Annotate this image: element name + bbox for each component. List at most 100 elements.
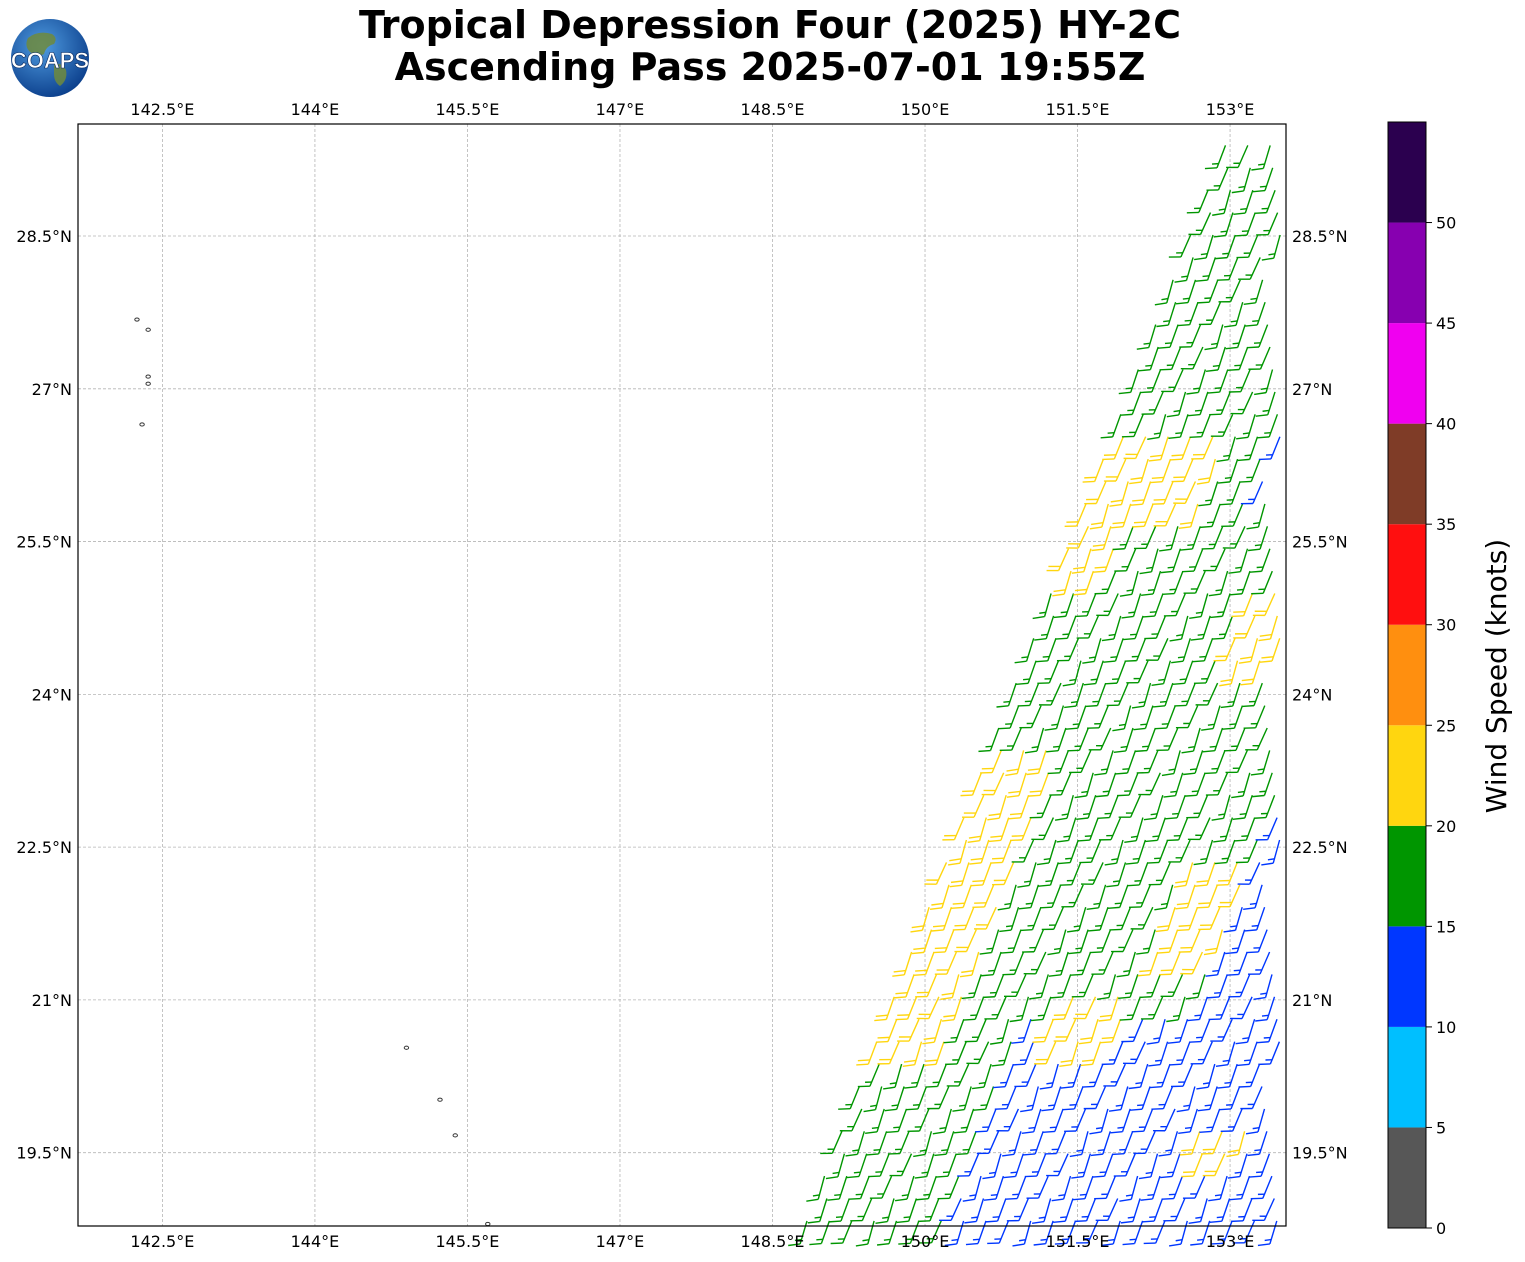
barb-shaft <box>1199 212 1212 235</box>
barb-shaft <box>1124 526 1134 549</box>
barb-flag <box>1191 458 1204 460</box>
barb-shaft <box>1108 794 1119 818</box>
barb-flag <box>1067 749 1080 752</box>
wind-barb <box>934 951 958 975</box>
barb-flag <box>1056 839 1069 843</box>
barb-shaft <box>1107 1198 1119 1221</box>
wind-barb <box>998 705 1020 730</box>
barb-flag <box>1221 857 1229 860</box>
barb-flag <box>1208 1198 1221 1202</box>
barb-flag <box>788 1243 801 1247</box>
wind-barb <box>961 974 982 1000</box>
barb-flag <box>965 1242 979 1246</box>
barb-flag <box>1196 481 1209 485</box>
barb-flag <box>1121 615 1134 619</box>
barb-flag <box>954 924 967 927</box>
wind-barb <box>1072 1175 1094 1201</box>
wind-barb <box>839 1108 863 1132</box>
barb-flag <box>1040 906 1053 909</box>
barb-flag <box>1064 525 1077 528</box>
barb-flag <box>1251 592 1264 595</box>
wind-barb <box>1073 570 1095 596</box>
barb-flag <box>1046 750 1059 753</box>
barb-flag <box>1148 1013 1155 1016</box>
barb-flag <box>1219 683 1232 687</box>
wind-barb <box>904 1063 925 1089</box>
wind-barb <box>1078 1018 1099 1045</box>
barb-flag <box>1104 682 1118 685</box>
barb-flag <box>1000 1081 1007 1084</box>
lat-tick-label-right: 24°N <box>1292 685 1332 704</box>
barb-flag <box>996 705 1009 708</box>
barb-shaft <box>1193 548 1204 572</box>
wind-barb <box>1123 436 1147 460</box>
barb-shaft <box>1140 458 1149 483</box>
barb-shaft <box>935 1041 945 1065</box>
wind-barb <box>884 1086 905 1112</box>
barb-flag <box>1236 386 1243 389</box>
barb-flag <box>1231 1220 1244 1223</box>
barb-shaft <box>1263 1198 1275 1221</box>
barb-shaft <box>1209 481 1219 505</box>
barb-shaft <box>903 951 913 976</box>
barb-flag <box>1255 1018 1268 1022</box>
wind-barb <box>1153 1108 1176 1132</box>
wind-barb <box>1236 414 1256 440</box>
barb-flag <box>1225 296 1233 299</box>
barb-flag <box>1264 431 1271 434</box>
barb-shaft <box>995 996 1007 1020</box>
barb-shaft <box>948 1175 960 1199</box>
barb-flag <box>1231 615 1244 618</box>
barb-flag <box>875 1014 888 1017</box>
barb-flag <box>1035 992 1043 995</box>
barb-flag <box>845 1103 852 1106</box>
barb-flag <box>1198 323 1211 326</box>
barb-flag <box>1204 772 1217 775</box>
barb-flag <box>931 929 944 932</box>
wind-barb <box>1046 727 1067 753</box>
colorbar-segment <box>1388 926 1426 1027</box>
barb-flag <box>1091 521 1104 526</box>
wind-barb <box>1205 951 1226 977</box>
barb-flag <box>1023 880 1031 883</box>
wind-barb <box>973 1086 995 1111</box>
barb-flag <box>1161 390 1174 393</box>
barb-flag <box>946 1215 954 1217</box>
barb-flag <box>1253 521 1260 525</box>
wind-barb <box>1215 234 1236 260</box>
barb-flag <box>1119 1018 1132 1021</box>
barb-shaft <box>1152 391 1164 415</box>
barb-flag <box>1120 745 1128 749</box>
wind-barb <box>1020 1086 1039 1113</box>
barb-flag <box>1128 611 1135 614</box>
barb-flag <box>1161 723 1169 725</box>
lon-tick-label-bottom: 145.5°E <box>435 1232 499 1251</box>
barb-flag <box>1124 790 1131 792</box>
barb-flag <box>1234 839 1247 842</box>
barb-flag <box>1078 1041 1092 1045</box>
wind-barb <box>1018 884 1040 910</box>
barb-shaft <box>1048 839 1057 864</box>
barb-flag <box>964 1220 977 1224</box>
wind-barb <box>1138 1153 1159 1180</box>
wind-barb <box>1253 794 1276 819</box>
barb-shaft <box>1134 615 1144 639</box>
barb-shaft <box>1160 862 1171 885</box>
barb-flag <box>877 1063 890 1065</box>
barb-flag <box>1256 233 1269 236</box>
wind-barb <box>1256 1018 1278 1044</box>
barb-shaft <box>951 974 960 998</box>
barb-flag <box>1241 704 1255 708</box>
wind-barb <box>1085 682 1107 708</box>
barb-shaft <box>1236 750 1248 773</box>
barb-flag <box>1236 1193 1244 1196</box>
barb-flag <box>1006 795 1020 798</box>
barb-flag <box>1127 409 1134 412</box>
barb-flag <box>987 1242 1000 1245</box>
wind-barb <box>1160 548 1182 574</box>
barb-shaft <box>831 1131 843 1154</box>
barb-shaft <box>1180 615 1189 640</box>
barb-shaft <box>1100 1108 1109 1133</box>
barb-shaft <box>1171 346 1182 370</box>
barb-flag <box>1215 1014 1223 1016</box>
